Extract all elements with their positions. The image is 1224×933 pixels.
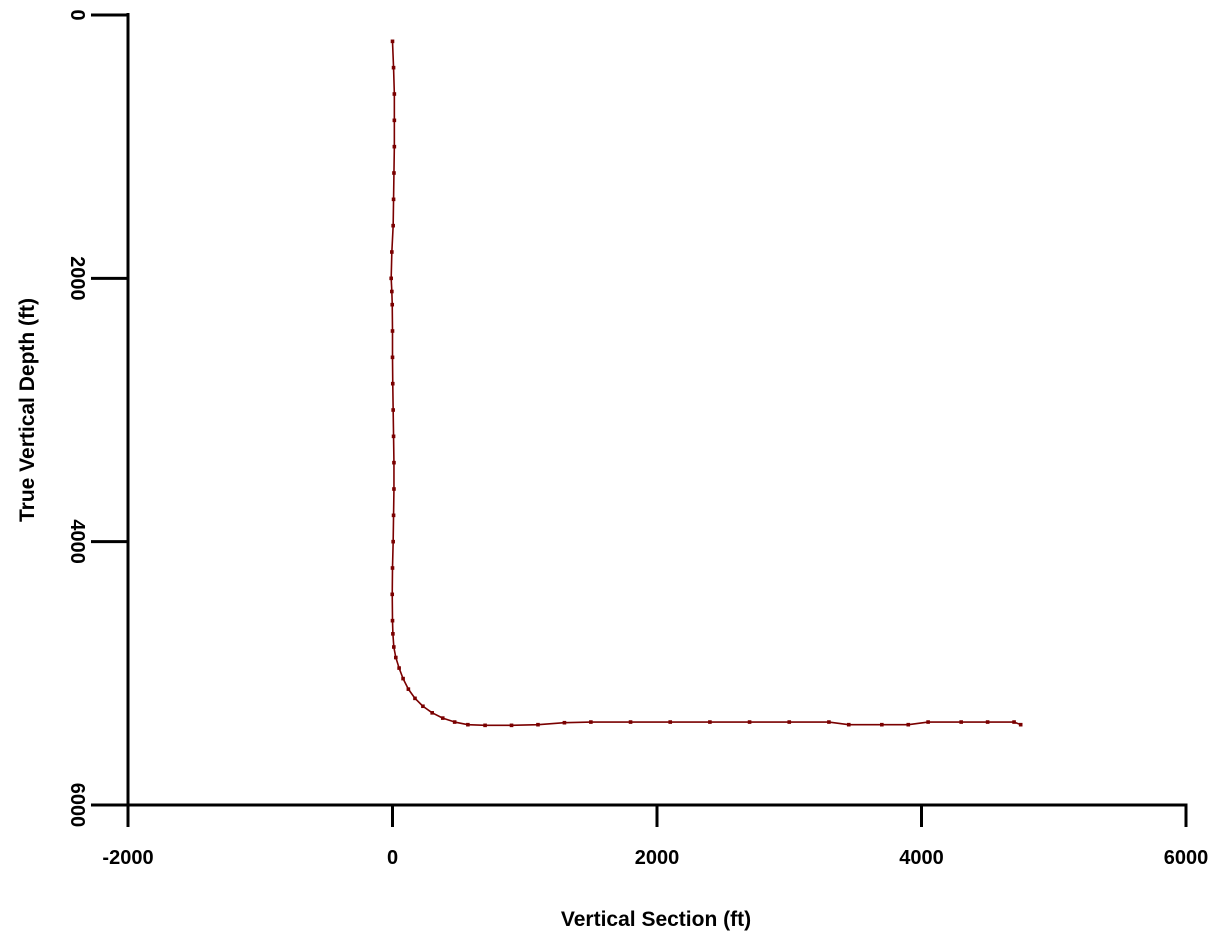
y-tick-label-2: 4000 — [66, 519, 88, 564]
series-0-point-10 — [390, 289, 394, 294]
series-0-point-33 — [440, 716, 445, 720]
series-0-point-29 — [406, 687, 411, 691]
x-tick-label-1: 0 — [387, 847, 398, 869]
series-0-point-17 — [392, 460, 396, 465]
y-tick-label-1: 2000 — [66, 256, 88, 301]
series-0-point-42 — [668, 720, 673, 724]
x-tick-label-0: -2000 — [102, 847, 153, 869]
series-0-point-6 — [391, 197, 396, 202]
series-0-point-41 — [628, 720, 633, 724]
series-0-point-22 — [390, 592, 395, 597]
x-tick-label-2: 2000 — [635, 847, 680, 869]
series-0-point-13 — [390, 355, 395, 360]
chart-series — [389, 39, 1023, 728]
series-0-point-26 — [394, 655, 398, 660]
series-0-point-43 — [708, 720, 712, 724]
series-0-point-34 — [452, 720, 457, 724]
series-0-point-14 — [390, 381, 395, 386]
series-0-point-8 — [390, 250, 394, 254]
series-0-point-18 — [392, 487, 396, 491]
series-0-point-37 — [509, 723, 514, 728]
series-0-point-20 — [391, 539, 395, 544]
y-tick-label-0: 0 — [66, 9, 88, 20]
series-0-point-51 — [959, 720, 963, 724]
x-axis-title: Vertical Section (ft) — [561, 908, 751, 931]
series-0-point-28 — [401, 676, 405, 681]
series-0-point-38 — [536, 722, 540, 727]
series-0-point-19 — [391, 513, 396, 518]
series-0-point-36 — [483, 723, 487, 728]
series-0-point-1 — [391, 65, 396, 70]
series-0-point-7 — [391, 223, 395, 228]
series-0-point-21 — [390, 566, 395, 570]
series-0-point-2 — [392, 92, 397, 96]
series-0-point-48 — [880, 722, 884, 727]
x-tick-label-4: 6000 — [1164, 847, 1209, 869]
series-0-point-27 — [397, 666, 401, 670]
y-tick-label-3: 6000 — [66, 783, 88, 828]
series-0-point-30 — [413, 696, 417, 701]
series-0-point-5 — [392, 171, 396, 175]
series-0-point-3 — [392, 118, 397, 123]
series-0-point-24 — [391, 632, 395, 636]
series-0-point-12 — [390, 329, 395, 333]
series-0-point-39 — [562, 720, 567, 725]
series-0-point-16 — [391, 434, 396, 439]
series-0-point-4 — [392, 144, 397, 149]
series-0-point-40 — [589, 720, 593, 724]
y-axis-title: True Vertical Depth (ft) — [16, 298, 39, 522]
series-0-point-0 — [390, 39, 395, 44]
x-tick-label-3: 4000 — [899, 847, 944, 869]
series-0-point-52 — [985, 720, 990, 724]
series-0-point-35 — [466, 722, 470, 727]
series-0-point-50 — [926, 720, 930, 724]
series-0-point-23 — [390, 618, 395, 623]
series-0-point-47 — [846, 722, 851, 727]
series-0-line — [390, 41, 1021, 727]
chart-axes — [126, 13, 1188, 807]
series-0-point-45 — [787, 720, 792, 724]
series-0-point-53 — [1012, 720, 1016, 724]
series-0-point-54 — [1018, 722, 1023, 727]
series-0-point-44 — [747, 720, 752, 724]
series-0-point-49 — [906, 722, 911, 727]
series-0-point-25 — [392, 645, 396, 649]
series-0-point-31 — [421, 704, 425, 709]
series-0-point-11 — [390, 302, 395, 307]
series-0-point-46 — [827, 720, 831, 724]
series-0-point-32 — [430, 711, 434, 715]
series-0-point-15 — [391, 408, 395, 412]
chart-ticks: -2000 0 2000 4000 6000 0 2000 4000 6000 — [66, 9, 1208, 869]
series-0-point-9 — [389, 276, 393, 281]
